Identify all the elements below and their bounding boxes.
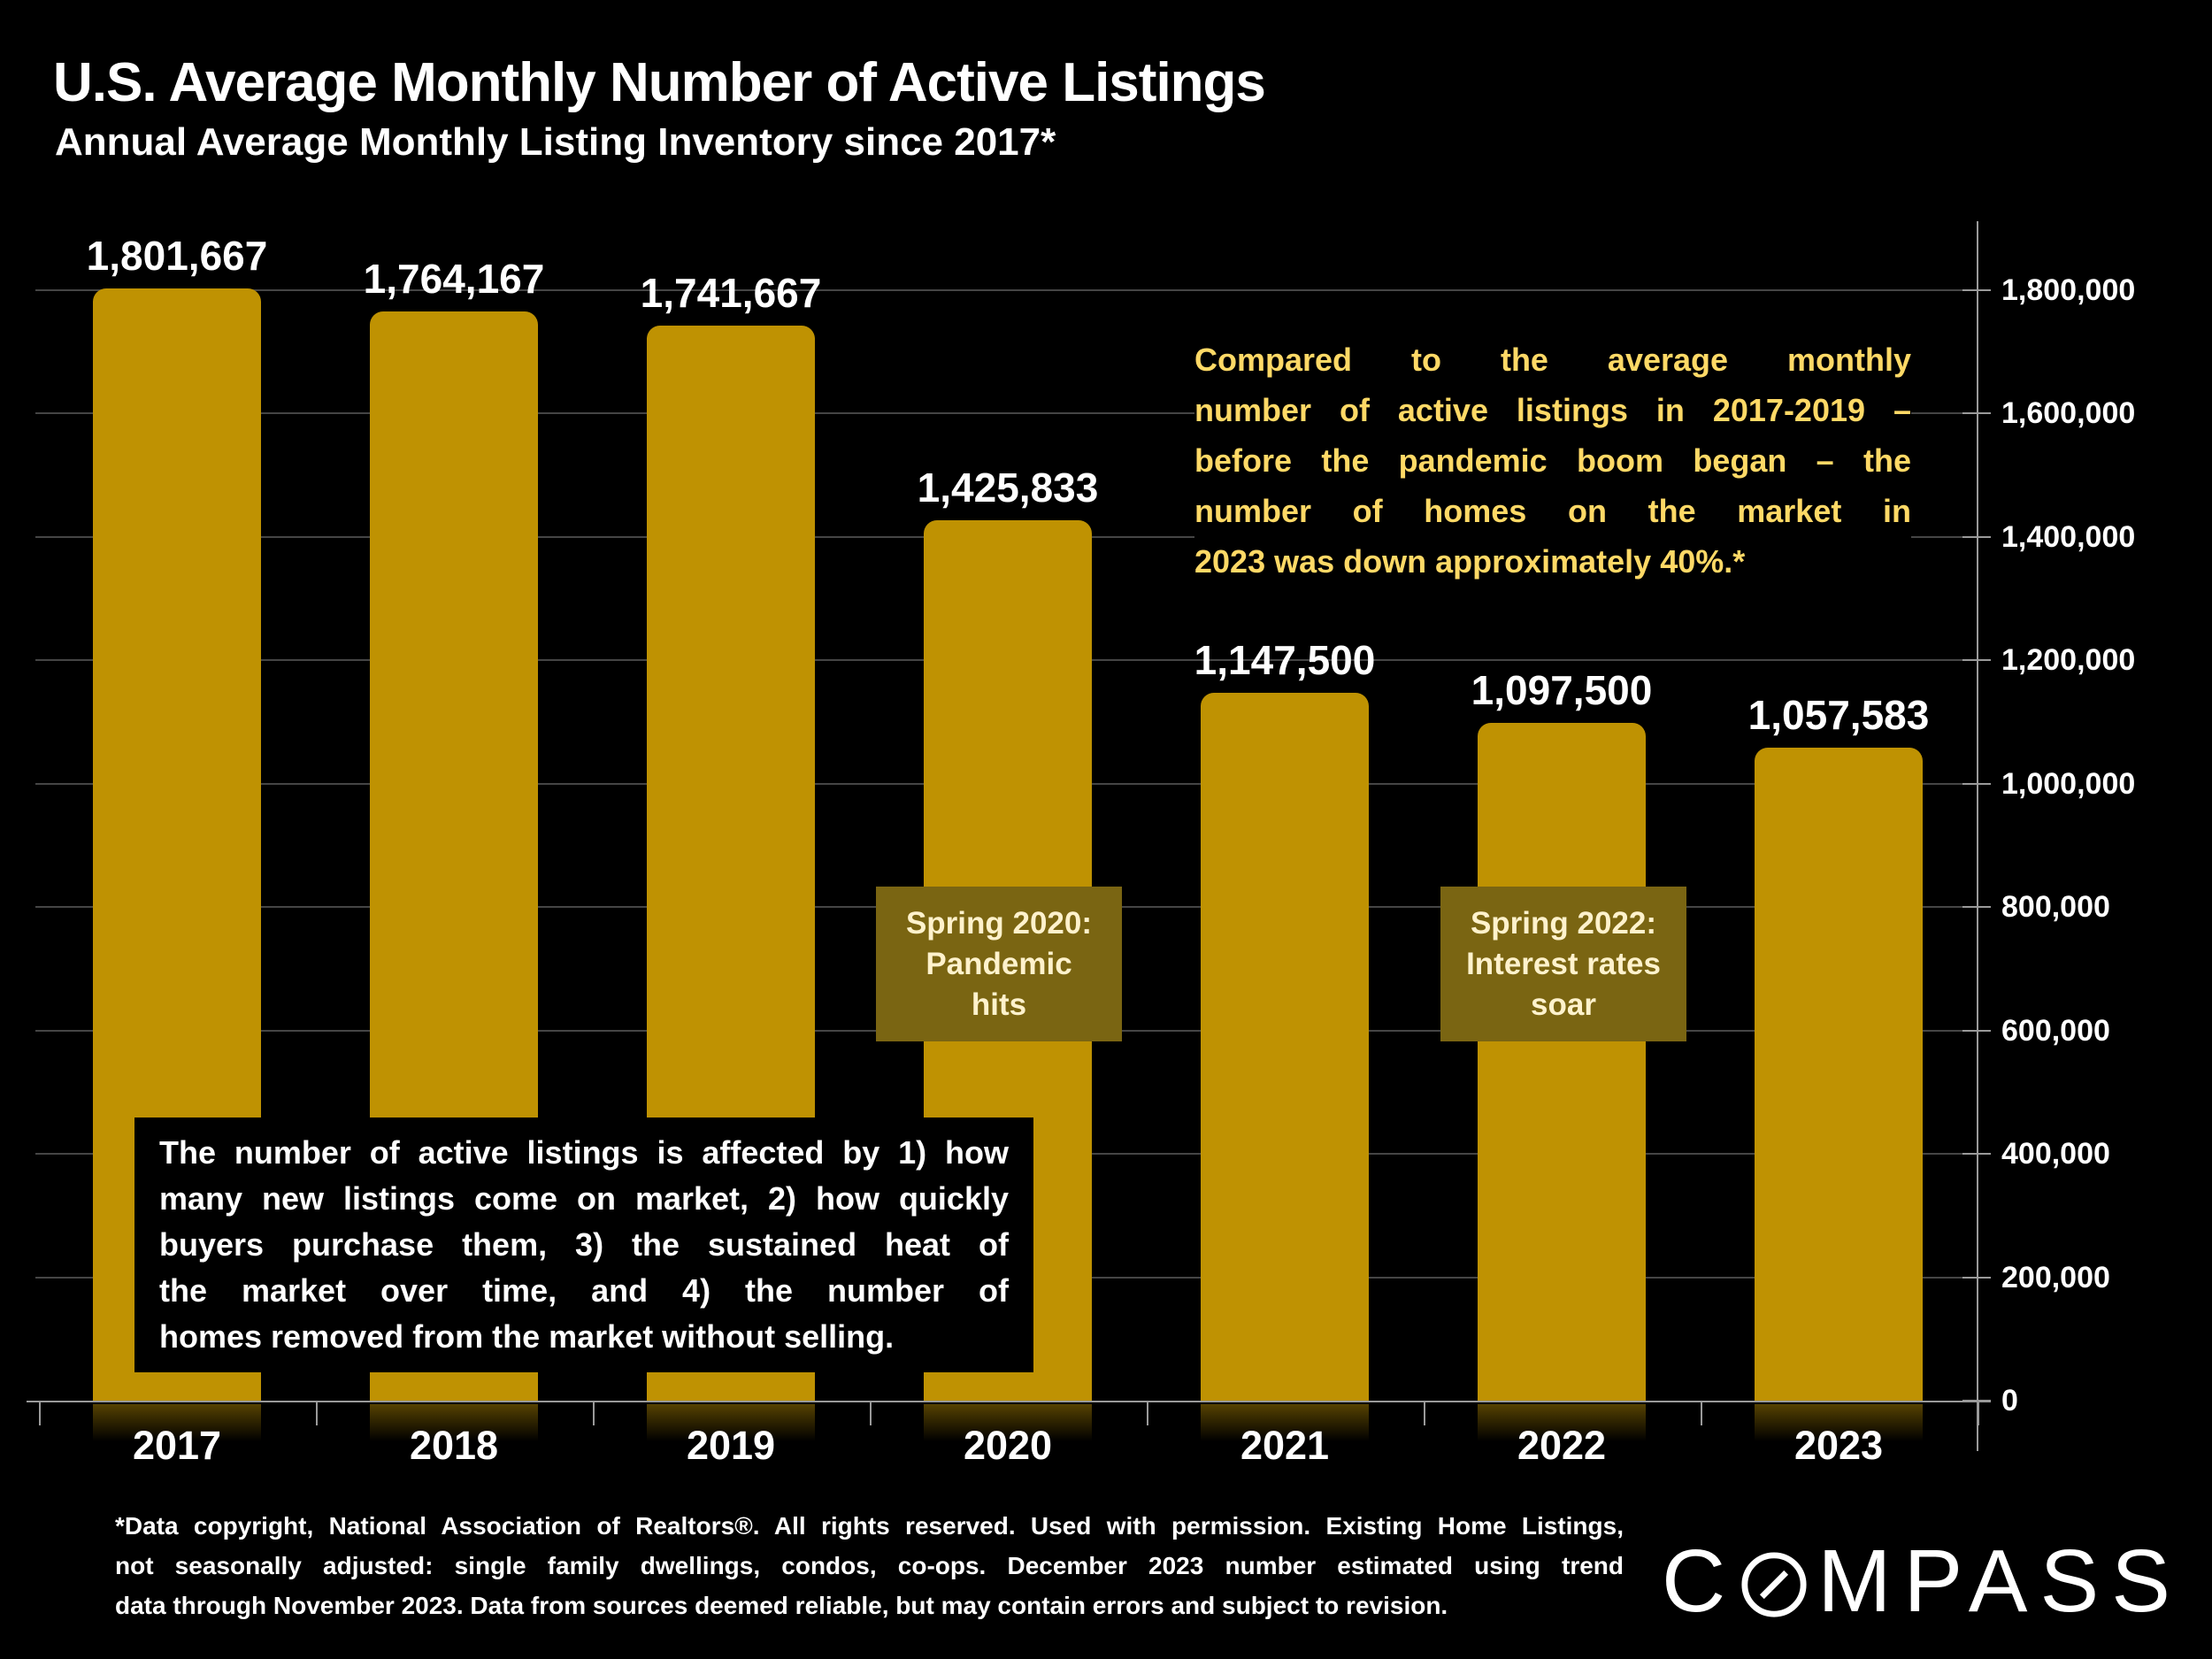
text-line: 2023 was down approximately 40%.*	[1194, 543, 1746, 580]
bar-2022	[1478, 723, 1646, 1401]
x-axis-category-label: 2018	[409, 1423, 499, 1468]
text-line: number of active listings in 2017-2019 –	[1194, 392, 1911, 428]
y-axis-line	[1977, 221, 1978, 1451]
text-line: homes removed from the market without se…	[159, 1318, 895, 1355]
bar-value-label: 1,801,667	[86, 233, 268, 279]
y-axis-tick-label: 1,400,000	[2001, 520, 2136, 554]
text-line: Spring 2022:	[1470, 905, 1657, 941]
page-title: U.S. Average Monthly Number of Active Li…	[53, 52, 1266, 113]
y-axis-tick-label: 400,000	[2001, 1137, 2110, 1171]
text-line: data through November 2023. Data from so…	[115, 1592, 1448, 1619]
y-axis-tick-label: 1,000,000	[2001, 767, 2136, 801]
bar-reflection	[370, 1404, 538, 1441]
x-axis-tick	[593, 1402, 595, 1425]
active-listings-info-box: The number of active listings is affecte…	[134, 1118, 1033, 1372]
bar-2021	[1201, 693, 1369, 1401]
bar-reflection	[1478, 1404, 1646, 1441]
text-line: many new listings come on market, 2) how…	[159, 1180, 1009, 1217]
annotation-spring-2020-pandemic: Spring 2020: Pandemic hits	[876, 887, 1122, 1041]
bar-value-label: 1,097,500	[1471, 667, 1653, 713]
bar-reflection	[647, 1404, 815, 1441]
x-axis-category-label: 2019	[686, 1423, 776, 1468]
text-line: buyers purchase them, 3) the sustained h…	[159, 1226, 1009, 1263]
gridline	[35, 412, 1977, 414]
x-axis-category-label: 2021	[1240, 1423, 1330, 1468]
text-line: The number of active listings is affecte…	[159, 1134, 1009, 1171]
x-axis-tick	[1978, 1402, 1979, 1425]
text-line: the market over time, and 4) the number …	[159, 1272, 1009, 1309]
x-axis-tick	[1147, 1402, 1148, 1425]
compass-logo: C MPASS	[1662, 1531, 2183, 1632]
bar-reflection	[1755, 1404, 1923, 1441]
x-axis-tick	[1424, 1402, 1425, 1425]
comparison-note: Compared to the average monthly number of…	[1194, 334, 1911, 587]
logo-compass-o-icon	[1741, 1551, 1807, 1617]
text-line: Pandemic	[926, 946, 1072, 981]
data-source-footnote: *Data copyright, National Association of…	[115, 1506, 1624, 1625]
x-axis-tick	[316, 1402, 318, 1425]
y-axis-tick-label: 1,600,000	[2001, 396, 2136, 430]
y-axis-tick-label: 1,200,000	[2001, 643, 2136, 677]
x-axis-line	[27, 1401, 1991, 1402]
text-line: soar	[1531, 987, 1596, 1022]
bar-reflection	[1201, 1404, 1369, 1441]
logo-letter-c: C	[1662, 1532, 1739, 1631]
bar-value-label: 1,057,583	[1747, 692, 1930, 738]
bar-reflection	[924, 1404, 1092, 1441]
bar-value-label: 1,741,667	[640, 270, 822, 316]
gridline	[35, 289, 1977, 291]
x-axis-category-label: 2023	[1793, 1423, 1884, 1468]
x-axis-category-label: 2022	[1517, 1423, 1607, 1468]
y-axis-tick-label: 600,000	[2001, 1014, 2110, 1048]
text-line: hits	[971, 987, 1027, 1022]
text-line: Spring 2020:	[905, 905, 1093, 941]
text-line: before the pandemic boom began – the	[1194, 442, 1911, 479]
x-axis-tick	[870, 1402, 872, 1425]
text-line: Interest rates	[1466, 946, 1661, 981]
x-axis-tick	[39, 1402, 41, 1425]
page-subtitle: Annual Average Monthly Listing Inventory…	[55, 120, 1056, 164]
annotation-spring-2022-rates: Spring 2022: Interest rates soar	[1440, 887, 1686, 1041]
bar-2023	[1755, 748, 1923, 1401]
bar-value-label: 1,147,500	[1194, 637, 1376, 683]
x-axis-tick	[1701, 1402, 1702, 1425]
text-line: number of homes on the market in	[1194, 493, 1911, 529]
y-axis-tick-label: 200,000	[2001, 1261, 2110, 1294]
x-axis-category-label: 2020	[963, 1423, 1053, 1468]
y-axis-tick-label: 1,800,000	[2001, 273, 2136, 307]
bar-reflection	[93, 1404, 261, 1441]
y-axis-tick-label: 800,000	[2001, 890, 2110, 924]
bar-value-label: 1,425,833	[917, 465, 1099, 511]
text-line: Compared to the average monthly	[1194, 342, 1911, 378]
logo-letters-mpass: MPASS	[1817, 1532, 2183, 1631]
x-axis-category-label: 2017	[132, 1423, 222, 1468]
y-axis-tick-label: 0	[2001, 1384, 2018, 1417]
text-line: *Data copyright, National Association of…	[115, 1512, 1624, 1540]
bar-value-label: 1,764,167	[363, 256, 545, 302]
text-line: not seasonally adjusted: single family d…	[115, 1552, 1624, 1579]
